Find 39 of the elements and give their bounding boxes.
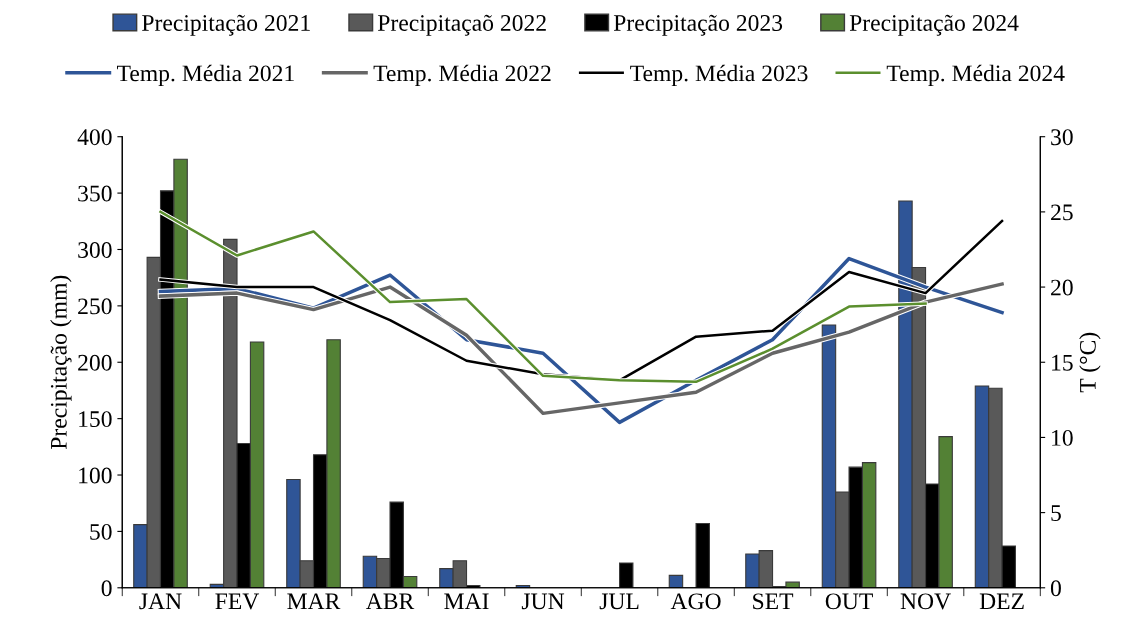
y-tick-label: 200: [78, 354, 112, 371]
x-tick-label: AGO: [670, 593, 721, 610]
x-tick-label: JAN: [139, 593, 182, 610]
y2-tick-label: 15: [1052, 354, 1073, 371]
x-tick-label: ABR: [365, 593, 415, 610]
x-tick-label: FEV: [215, 593, 260, 610]
y2-tick-label: 25: [1051, 204, 1073, 221]
x-tick-label: OUT: [825, 593, 873, 610]
y2-tick-label: 0: [1050, 580, 1061, 597]
y-tick-label: 300: [78, 241, 112, 258]
bar: [668, 574, 684, 588]
legend-label: Temp. Média 2024: [886, 64, 1065, 87]
y2-tick-label: 5: [1051, 505, 1061, 522]
y-tick-label: 50: [90, 523, 112, 540]
legend-label: Precipitação 2024: [849, 14, 1019, 36]
x-tick-label: DEZ: [979, 593, 1024, 610]
y-tick-label: 250: [78, 298, 112, 315]
y2-tick-label: 30: [1051, 129, 1073, 146]
y-tick-label: 100: [79, 467, 112, 484]
y-tick-label: 150: [79, 411, 112, 428]
legend-label: Precipitação 2021: [142, 14, 310, 36]
x-tick-label: NOV: [900, 593, 951, 610]
y2-tick-label: 20: [1051, 279, 1073, 296]
y-tick-label: 400: [77, 129, 112, 146]
x-tick-label: JUL: [599, 593, 639, 610]
legend-label: Temp. Média 2022: [373, 64, 551, 87]
x-tick-label: SET: [753, 593, 794, 610]
legend-label: Temp. Média 2021: [117, 64, 294, 87]
legend-label: Precipitação 2023: [613, 14, 783, 36]
x-tick-label: MAR: [287, 593, 341, 610]
x-tick-label: JUN: [521, 593, 565, 610]
y-axis-title: Precipitação (mm): [50, 275, 72, 450]
y-tick-label: 350: [78, 185, 112, 202]
legend-label: Temp. Média 2023: [630, 64, 808, 87]
y2-tick-label: 10: [1052, 429, 1073, 446]
y2-axis-title: T (°C): [1079, 332, 1101, 393]
y-tick-label: 0: [101, 580, 112, 597]
x-tick-label: MAI: [444, 593, 489, 610]
legend-label: Precipitaçaõ 2022: [377, 14, 546, 36]
